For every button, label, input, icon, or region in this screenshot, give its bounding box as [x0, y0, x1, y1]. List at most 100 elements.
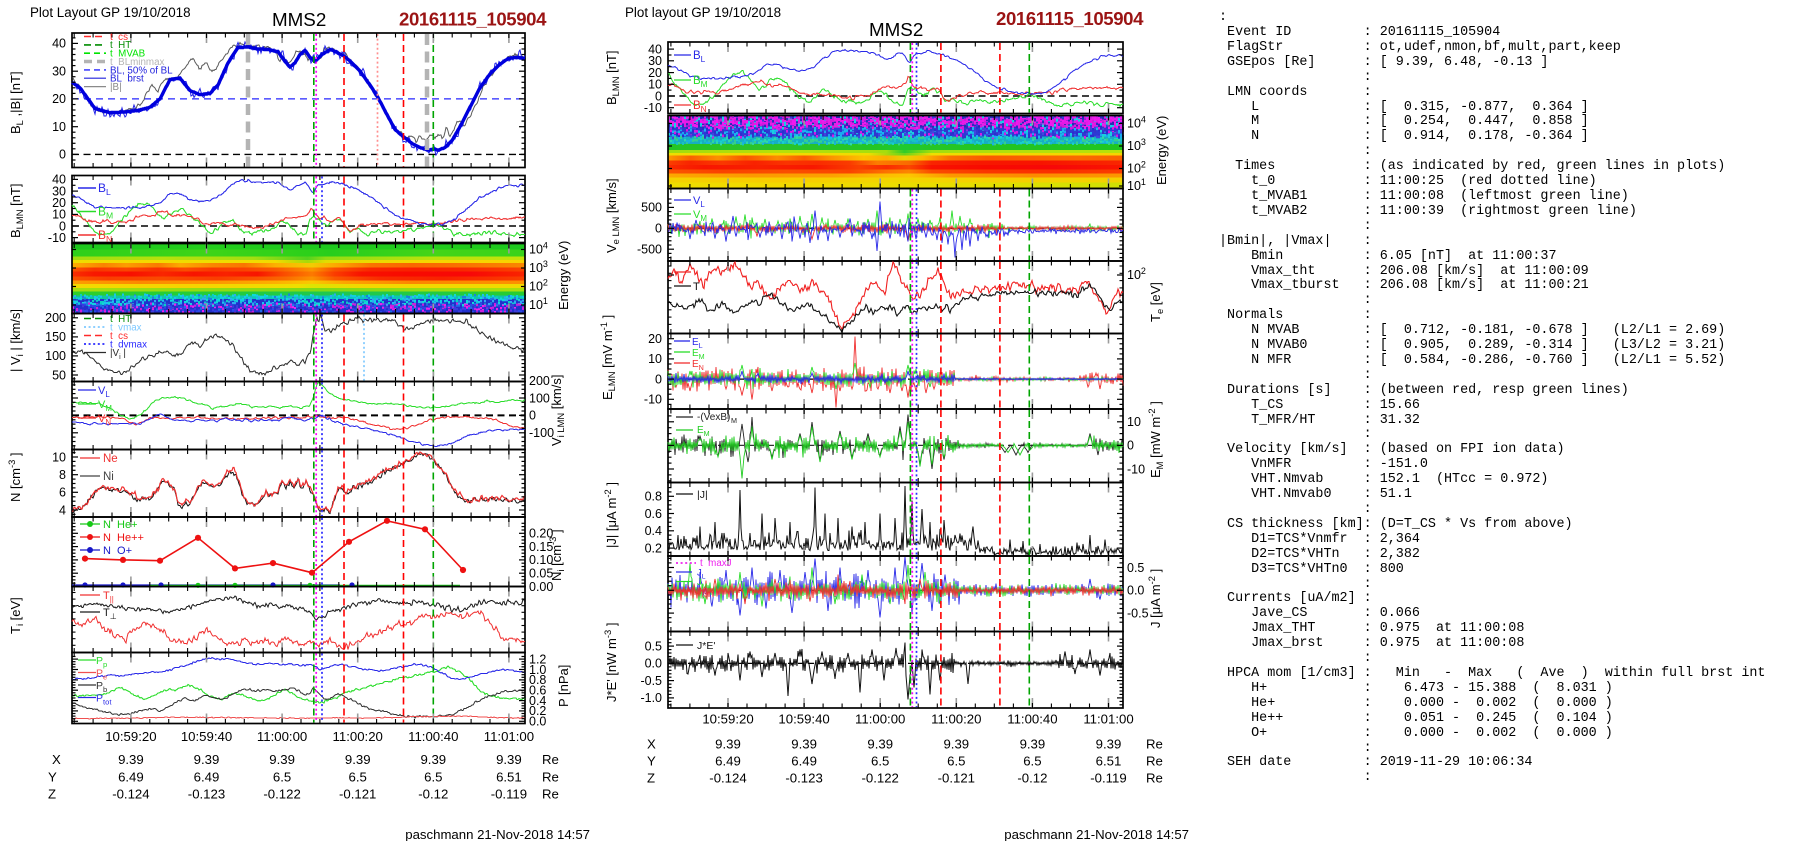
svg-text:N O+: N O+ — [103, 545, 132, 557]
svg-text:BLMN [nT]: BLMN [nT] — [604, 51, 621, 106]
svg-text:10:59:20: 10:59:20 — [702, 712, 753, 727]
svg-text:9.39: 9.39 — [715, 737, 741, 752]
svg-text:Vi LMN [km/s]: Vi LMN [km/s] — [549, 375, 566, 446]
svg-text:VL: VL — [693, 195, 705, 209]
svg-text:T⊥: T⊥ — [103, 607, 117, 621]
svg-text:0.5: 0.5 — [645, 639, 662, 653]
svg-text:100: 100 — [45, 349, 66, 363]
svg-text:9.39: 9.39 — [345, 752, 371, 767]
svg-text:102: 102 — [1127, 266, 1146, 282]
svg-text:-0.5: -0.5 — [1127, 606, 1149, 620]
svg-text:0: 0 — [529, 409, 536, 423]
svg-text:20161115_105904: 20161115_105904 — [399, 9, 547, 30]
svg-text:Y: Y — [647, 754, 656, 769]
svg-text:-500: -500 — [637, 243, 662, 257]
svg-text:0: 0 — [59, 219, 66, 233]
svg-text:0: 0 — [1127, 439, 1134, 453]
svg-text:Energy (eV): Energy (eV) — [1154, 116, 1169, 185]
svg-text:0.4: 0.4 — [529, 694, 546, 708]
svg-text:10: 10 — [52, 120, 66, 134]
svg-text:0.05: 0.05 — [529, 567, 553, 581]
svg-text:M: M — [731, 416, 737, 425]
svg-text:11:01:00: 11:01:00 — [484, 729, 534, 744]
svg-text:104: 104 — [529, 241, 548, 257]
svg-text:N He++: N He++ — [103, 532, 144, 544]
svg-text:Te [eV]: Te [eV] — [1148, 282, 1165, 322]
svg-text:BM: BM — [693, 75, 708, 89]
svg-text:20: 20 — [648, 66, 662, 80]
svg-text:40: 40 — [52, 173, 66, 187]
svg-text:Ve LMN [km/s]: Ve LMN [km/s] — [604, 178, 621, 253]
svg-text:J [μA m-2 ]: J [μA m-2 ] — [1146, 569, 1163, 628]
svg-text:20: 20 — [52, 196, 66, 210]
svg-text:EM: EM — [697, 425, 710, 438]
svg-text:Z: Z — [647, 771, 655, 786]
svg-text:EM [mW m-2 ]: EM [mW m-2 ] — [1146, 401, 1165, 478]
svg-text:Y: Y — [48, 769, 57, 784]
svg-text:6.49: 6.49 — [715, 754, 741, 769]
svg-text:50: 50 — [52, 368, 66, 382]
svg-text:20161115_105904: 20161115_105904 — [996, 8, 1144, 29]
svg-text:6.51: 6.51 — [1096, 754, 1122, 769]
svg-text:11:00:00: 11:00:00 — [257, 729, 307, 744]
svg-text:103: 103 — [1127, 137, 1146, 153]
svg-text:| Vi | [km/s]: | Vi | [km/s] — [8, 309, 25, 372]
svg-text:-0.123: -0.123 — [785, 771, 822, 786]
svg-text:-10: -10 — [1127, 462, 1145, 476]
svg-text:-0.124: -0.124 — [112, 787, 149, 802]
svg-text:4: 4 — [59, 503, 66, 517]
svg-text:9.39: 9.39 — [943, 737, 969, 752]
svg-text:Re: Re — [1146, 737, 1163, 752]
svg-text:6.5: 6.5 — [947, 754, 965, 769]
svg-text:MMS2: MMS2 — [869, 19, 923, 40]
svg-text:104: 104 — [1127, 115, 1146, 131]
svg-text:|B|: |B| — [110, 82, 122, 93]
svg-text:t HT: t HT — [110, 40, 131, 51]
svg-text:X: X — [647, 737, 656, 752]
svg-text:Pb: Pb — [96, 680, 107, 694]
svg-text:Ni [cm-3 ]: Ni [cm-3 ] — [547, 529, 566, 581]
svg-text:0: 0 — [655, 89, 662, 103]
svg-text:Re: Re — [542, 752, 559, 767]
svg-text:Energy (eV): Energy (eV) — [556, 241, 571, 310]
svg-text:0.20: 0.20 — [529, 527, 553, 541]
svg-text:BN: BN — [98, 228, 112, 244]
svg-text:EN: EN — [692, 359, 704, 372]
svg-text:-10: -10 — [644, 393, 662, 407]
svg-text:T: T — [693, 281, 700, 293]
svg-text:MMS2: MMS2 — [272, 9, 326, 30]
svg-text:9.39: 9.39 — [1096, 737, 1122, 752]
svg-text:101: 101 — [529, 296, 548, 312]
svg-text:6.5: 6.5 — [424, 769, 442, 784]
svg-text:-0.12: -0.12 — [1017, 771, 1047, 786]
svg-text:9.39: 9.39 — [791, 737, 817, 752]
svg-text:6.49: 6.49 — [791, 754, 817, 769]
svg-text:30: 30 — [52, 65, 66, 79]
svg-text:8: 8 — [59, 468, 66, 482]
svg-text:EM: EM — [692, 348, 705, 361]
svg-text:Plot layout GP 19/10/2018: Plot layout GP 19/10/2018 — [625, 5, 781, 20]
svg-text:0: 0 — [59, 148, 66, 162]
svg-text:BL brst: BL brst — [110, 74, 144, 85]
svg-text:-100: -100 — [529, 426, 554, 440]
svg-text:0.0: 0.0 — [529, 715, 546, 729]
svg-text:Pp: Pp — [96, 655, 107, 669]
svg-text:6.51: 6.51 — [496, 769, 522, 784]
svg-text:-1.0: -1.0 — [640, 691, 662, 705]
svg-text:11:00:00: 11:00:00 — [855, 712, 905, 727]
svg-text:0.5: 0.5 — [1127, 561, 1144, 575]
svg-text:ELMN [mV m-1 ]: ELMN [mV m-1 ] — [598, 315, 617, 400]
svg-text:0.8: 0.8 — [529, 673, 546, 687]
svg-text:11:00:40: 11:00:40 — [408, 729, 458, 744]
svg-text:-0.121: -0.121 — [339, 787, 376, 802]
svg-text:t cs: t cs — [110, 331, 128, 342]
svg-text:Re: Re — [1146, 754, 1163, 769]
svg-text:101: 101 — [1127, 177, 1146, 193]
svg-text:VN: VN — [98, 413, 111, 427]
svg-text:0.0: 0.0 — [1127, 584, 1144, 598]
svg-text:|J| [μA m-2 ]: |J| [μA m-2 ] — [602, 482, 619, 548]
svg-text:103: 103 — [529, 259, 548, 275]
svg-text:6.49: 6.49 — [194, 769, 220, 784]
svg-text:t cs: t cs — [110, 32, 128, 43]
svg-text:0.2: 0.2 — [529, 704, 546, 718]
